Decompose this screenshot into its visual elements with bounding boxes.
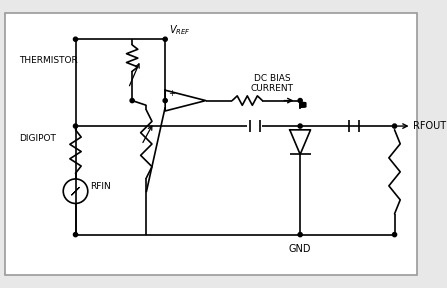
Text: THERMISTOR: THERMISTOR — [19, 56, 78, 65]
Text: RFIN: RFIN — [90, 182, 110, 191]
Text: DC BIAS
CURRENT: DC BIAS CURRENT — [250, 74, 293, 93]
FancyBboxPatch shape — [5, 13, 417, 275]
Text: GND: GND — [289, 244, 312, 254]
Text: +: + — [168, 89, 175, 98]
Text: $V_{REF}$: $V_{REF}$ — [169, 24, 191, 37]
Circle shape — [392, 124, 396, 128]
Text: RFOUT: RFOUT — [413, 121, 447, 131]
Circle shape — [130, 98, 134, 103]
Circle shape — [298, 232, 302, 237]
Circle shape — [163, 37, 167, 41]
Circle shape — [298, 98, 302, 103]
Circle shape — [73, 124, 78, 128]
Circle shape — [392, 232, 396, 237]
Text: DIGIPOT: DIGIPOT — [19, 134, 56, 143]
Circle shape — [73, 232, 78, 237]
Circle shape — [298, 124, 302, 128]
Circle shape — [73, 37, 78, 41]
Circle shape — [163, 98, 167, 103]
